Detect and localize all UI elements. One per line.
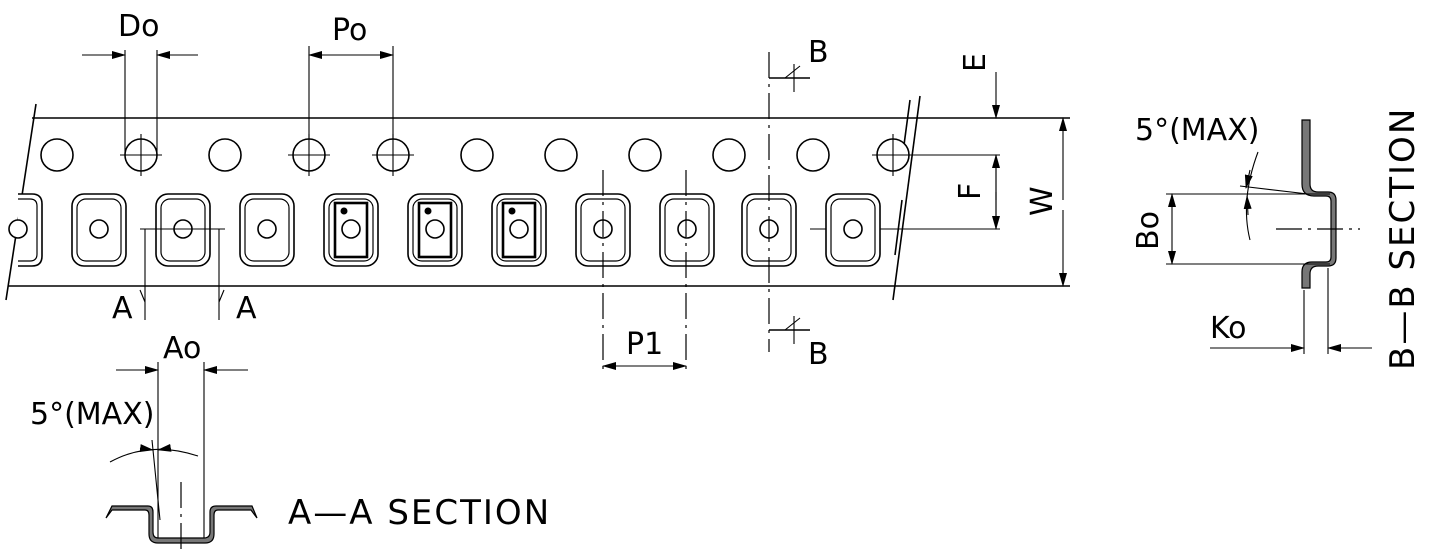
sprocket-hole — [796, 138, 830, 172]
sprocket-holes — [40, 134, 914, 176]
pocket — [659, 193, 715, 267]
dim-e: E — [938, 53, 1010, 200]
label-do: Do — [118, 9, 159, 44]
dim-w: W — [1025, 117, 1067, 287]
section-line-bb: B B — [768, 35, 829, 372]
sprocket-hole — [460, 138, 494, 172]
sprocket-hole — [544, 138, 578, 172]
aa-profile — [105, 505, 258, 544]
pocket-with-component — [323, 193, 379, 267]
dim-po: Po — [308, 13, 394, 140]
sprocket-hole — [712, 138, 746, 172]
pocket-with-component — [491, 193, 547, 267]
section-line-aa: A A — [112, 228, 257, 326]
sprocket-hole — [40, 138, 74, 172]
dim-f: F — [953, 155, 1000, 230]
pocket-partial-inner — [18, 198, 38, 262]
carrier-tape — [5, 95, 1070, 301]
label-b-bottom: B — [808, 337, 829, 372]
pocket-partial — [18, 193, 43, 267]
label-a-left: A — [112, 291, 133, 326]
label-e: E — [958, 53, 993, 72]
label-bo: Bo — [1131, 211, 1166, 250]
label-ao: Ao — [163, 331, 201, 366]
dim-do: Do — [82, 9, 198, 155]
pocket — [825, 193, 881, 267]
label-angle-bb: 5°(MAX) — [1135, 113, 1259, 148]
label-po: Po — [332, 13, 367, 48]
pocket — [155, 193, 211, 267]
pocket-with-component — [407, 193, 463, 267]
pocket — [239, 193, 295, 267]
label-b-top: B — [808, 35, 829, 70]
sprocket-hole — [628, 138, 662, 172]
tape-right-break-1 — [892, 95, 921, 301]
section-aa-view: Ao 5°(MAX) A—A SECTION — [30, 331, 551, 554]
label-a-right: A — [236, 291, 257, 326]
sprocket-hole — [208, 138, 242, 172]
pockets — [8, 193, 881, 267]
hole-crosshairs — [120, 134, 914, 176]
label-f: F — [953, 183, 988, 200]
tape-right-break-3 — [894, 199, 903, 256]
label-ko: Ko — [1210, 311, 1247, 346]
label-section-aa: A—A SECTION — [288, 493, 551, 533]
section-bb-view: 5°(MAX) Bo Ko B—B SECTION — [1131, 107, 1423, 370]
label-angle-aa: 5°(MAX) — [30, 397, 154, 432]
label-p1: P1 — [626, 327, 663, 362]
label-w: W — [1025, 186, 1060, 216]
dim-p1: P1 — [602, 170, 687, 372]
label-section-bb: B—B SECTION — [1383, 107, 1423, 370]
bb-profile — [1301, 119, 1337, 289]
pocket-hole — [8, 219, 28, 239]
pocket — [71, 193, 127, 267]
